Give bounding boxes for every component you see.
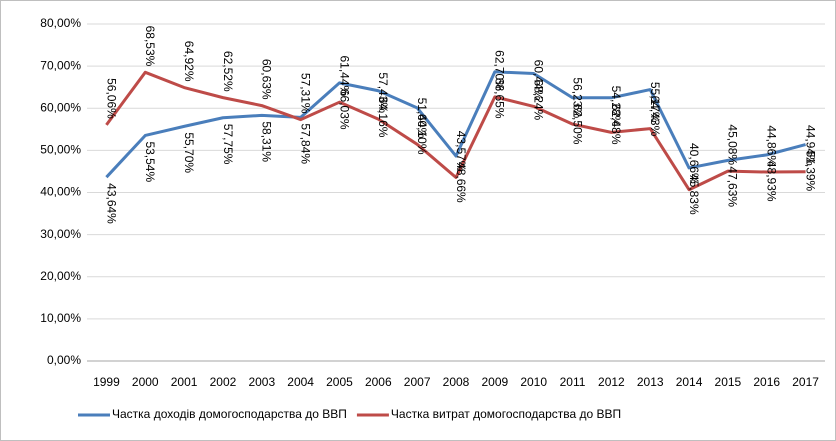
x-tick-label: 2010 — [520, 375, 547, 389]
x-tick-label: 2009 — [481, 375, 508, 389]
y-tick-label: 10,00% — [40, 311, 81, 325]
data-label: 43,64% — [104, 183, 118, 224]
data-label: 68,53% — [143, 26, 157, 67]
x-tick-label: 2015 — [715, 375, 742, 389]
data-label: 55,17% — [648, 82, 662, 123]
x-tick-label: 2003 — [248, 375, 275, 389]
y-tick-label: 50,00% — [40, 143, 81, 157]
y-tick-label: 60,00% — [40, 100, 81, 114]
data-label: 57,43% — [376, 72, 390, 113]
x-tick-label: 2016 — [753, 375, 780, 389]
data-label: 62,48% — [609, 104, 623, 145]
data-label: 55,70% — [182, 132, 196, 173]
legend-label: Частка витрат домогосподарства до ВВП — [391, 407, 621, 421]
data-label: 62,52% — [221, 51, 235, 92]
data-label: 54,28% — [609, 86, 623, 127]
data-label: 51,44% — [415, 98, 429, 139]
y-tick-label: 20,00% — [40, 269, 81, 283]
x-tick-label: 2007 — [404, 375, 431, 389]
data-label: 47,63% — [726, 166, 740, 207]
x-tick-label: 2004 — [287, 375, 314, 389]
x-tick-label: 2013 — [637, 375, 664, 389]
x-tick-label: 2012 — [598, 375, 625, 389]
data-label: 60,44% — [532, 60, 546, 101]
y-tick-label: 70,00% — [40, 58, 81, 72]
data-label: 68,24% — [532, 80, 546, 121]
data-label: 48,93% — [765, 161, 779, 202]
data-label: 62,50% — [570, 104, 584, 145]
data-label: 44,86% — [765, 125, 779, 166]
data-label: 45,83% — [687, 174, 701, 215]
data-label: 58,31% — [260, 121, 274, 162]
data-label: 57,75% — [221, 124, 235, 165]
x-tick-label: 2005 — [326, 375, 353, 389]
x-tick-label: 2008 — [443, 375, 470, 389]
x-tick-label: 2017 — [792, 375, 819, 389]
data-label: 44,94% — [803, 125, 817, 166]
data-label: 56,06% — [104, 78, 118, 119]
data-label: 57,84% — [298, 123, 312, 164]
series-line — [105, 70, 806, 179]
data-label: 43,57% — [454, 131, 468, 172]
x-tick-label: 2000 — [132, 375, 159, 389]
legend-label: Частка доходів домогосподарства до ВВП — [112, 407, 347, 421]
data-label: 56,23% — [570, 77, 584, 118]
data-label: 57,31% — [298, 73, 312, 114]
data-label: 64,43% — [648, 96, 662, 137]
data-label: 45,08% — [726, 124, 740, 165]
data-label: 64,16% — [376, 97, 390, 138]
data-label: 64,92% — [182, 41, 196, 82]
data-label: 66,03% — [337, 89, 351, 130]
data-label: 51,39% — [803, 151, 817, 192]
data-label: 48,66% — [454, 162, 468, 203]
data-label: 40,66% — [687, 143, 701, 184]
x-tick-label: 2011 — [560, 375, 586, 389]
data-label: 53,54% — [143, 141, 157, 182]
data-label: 62,70% — [493, 50, 507, 91]
data-label: 68,65% — [493, 78, 507, 119]
y-tick-label: 30,00% — [40, 227, 81, 241]
x-tick-label: 2002 — [210, 375, 237, 389]
y-tick-label: 80,00% — [40, 16, 81, 30]
series-line — [105, 70, 806, 192]
y-tick-label: 40,00% — [40, 185, 81, 199]
x-tick-label: 2006 — [365, 375, 392, 389]
x-tick-label: 2014 — [676, 375, 703, 389]
data-label: 61,44% — [337, 55, 351, 96]
data-label: 60,10% — [415, 114, 429, 155]
x-tick-label: 1999 — [93, 375, 120, 389]
y-tick-label: 0,00% — [47, 353, 81, 367]
x-tick-label: 2001 — [171, 375, 198, 389]
data-label: 60,63% — [260, 59, 274, 100]
